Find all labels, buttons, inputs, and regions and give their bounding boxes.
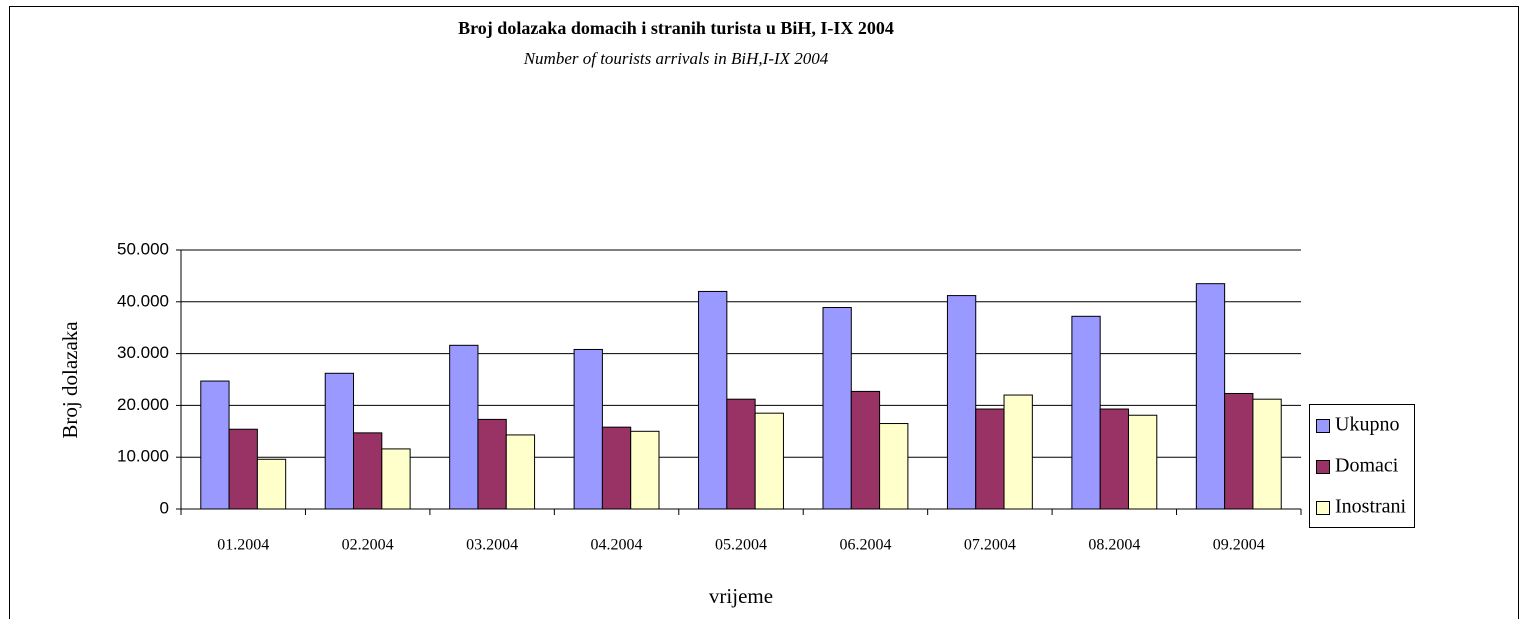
bar (726, 398, 756, 510)
bar (754, 412, 784, 510)
bar (1252, 398, 1282, 510)
bar (449, 344, 479, 510)
y-axis-label: Broj dolazaka (58, 321, 82, 439)
legend-label: Ukupno (1335, 414, 1399, 436)
x-tick-label: 01.2004 (217, 537, 269, 554)
y-tick-label: 30.000 (117, 343, 169, 362)
y-tick-label: 0 (160, 498, 169, 517)
bar (822, 306, 852, 510)
bar (477, 418, 507, 510)
bar (505, 434, 536, 510)
bar (324, 372, 355, 510)
bar (1195, 283, 1226, 510)
y-tick-label: 40.000 (117, 291, 169, 310)
bar (946, 295, 977, 510)
bar (1071, 315, 1101, 510)
legend-label: Domaci (1335, 455, 1399, 477)
x-tick-label: 03.2004 (466, 537, 518, 554)
bar (1127, 414, 1158, 510)
legend-swatch (1316, 460, 1330, 474)
x-axis-label: vrijeme (709, 584, 773, 608)
bar (975, 408, 1005, 510)
bar (381, 448, 411, 510)
x-tick-label: 08.2004 (1088, 537, 1140, 554)
bar (698, 290, 728, 510)
y-tick-label: 10.000 (117, 447, 169, 466)
bar (573, 348, 603, 510)
x-tick-label: 07.2004 (964, 537, 1016, 554)
x-tick-label: 05.2004 (715, 537, 767, 554)
chart-title: Broj dolazaka domacih i stranih turista … (458, 18, 894, 38)
chart-frame (9, 6, 1519, 619)
bar (630, 430, 660, 510)
bar (850, 390, 881, 510)
bar (256, 458, 287, 510)
legend-swatch (1316, 419, 1330, 433)
bar (601, 426, 632, 510)
bar (1003, 394, 1033, 510)
bar (200, 380, 230, 510)
legend-label: Inostrani (1335, 496, 1407, 518)
bar (228, 428, 258, 510)
x-tick-label: 06.2004 (839, 537, 891, 554)
y-tick-label: 50.000 (117, 239, 169, 258)
x-tick-label: 02.2004 (342, 537, 394, 554)
legend-swatch (1316, 501, 1330, 515)
bar (879, 423, 909, 510)
x-tick-label: 04.2004 (591, 537, 643, 554)
chart-subtitle: Number of tourists arrivals in BiH,I-IX … (523, 49, 829, 68)
y-tick-label: 20.000 (117, 395, 169, 414)
x-tick-label: 09.2004 (1213, 537, 1265, 554)
bar (353, 432, 383, 510)
bar (1099, 408, 1129, 510)
bar (1224, 392, 1254, 510)
